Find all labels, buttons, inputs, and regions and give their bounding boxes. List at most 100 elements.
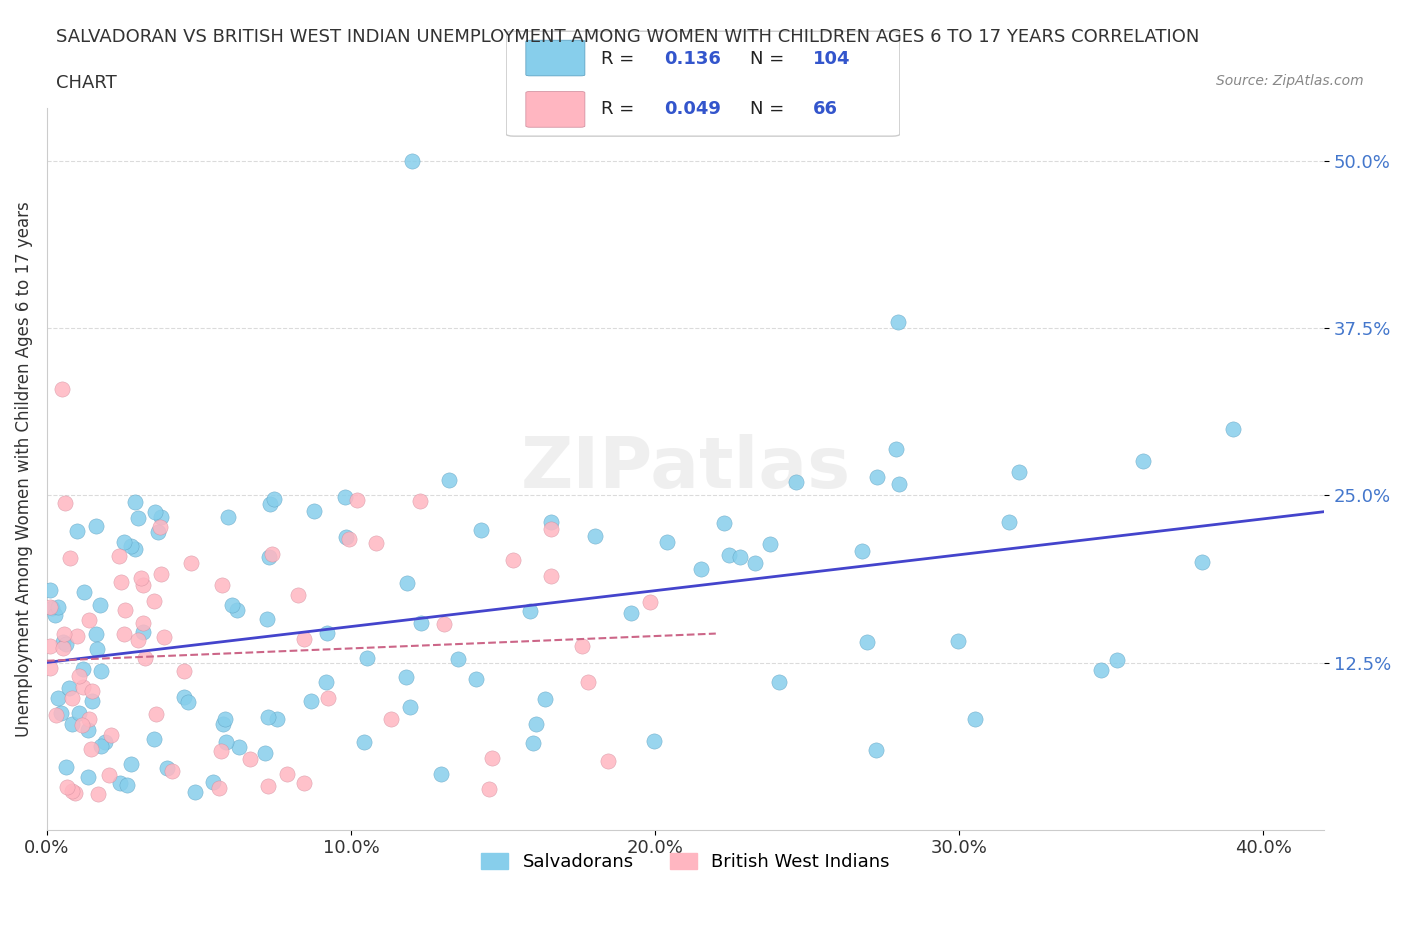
Salvadorans	[768, 675, 790, 690]
Point	[887, 314, 910, 329]
British West Indians	[576, 674, 599, 689]
Salvadorans	[46, 600, 69, 615]
Salvadorans	[86, 642, 108, 657]
Salvadorans	[851, 544, 873, 559]
British West Indians	[72, 679, 94, 694]
Salvadorans	[266, 711, 288, 726]
British West Indians	[276, 766, 298, 781]
British West Indians	[77, 711, 100, 726]
Salvadorans	[39, 583, 62, 598]
British West Indians	[292, 631, 315, 646]
Salvadorans	[540, 514, 562, 529]
British West Indians	[596, 753, 619, 768]
Point	[1222, 421, 1244, 436]
British West Indians	[502, 552, 524, 567]
British West Indians	[316, 690, 339, 705]
Text: R =: R =	[600, 100, 634, 118]
Salvadorans	[215, 735, 238, 750]
British West Indians	[638, 594, 661, 609]
Salvadorans	[465, 671, 488, 686]
British West Indians	[260, 546, 283, 561]
British West Indians	[39, 660, 62, 675]
British West Indians	[346, 493, 368, 508]
British West Indians	[66, 629, 89, 644]
British West Indians	[540, 568, 562, 583]
Point	[51, 381, 73, 396]
Salvadorans	[108, 776, 131, 790]
Salvadorans	[744, 556, 766, 571]
FancyBboxPatch shape	[526, 91, 585, 127]
Salvadorans	[120, 756, 142, 771]
Salvadorans	[60, 716, 83, 731]
Salvadorans	[430, 766, 453, 781]
British West Indians	[211, 578, 233, 592]
British West Indians	[60, 691, 83, 706]
Salvadorans	[226, 603, 249, 618]
British West Indians	[67, 669, 90, 684]
British West Indians	[173, 663, 195, 678]
Salvadorans	[41, 601, 63, 616]
Salvadorans	[655, 535, 678, 550]
British West Indians	[571, 638, 593, 653]
Salvadorans	[470, 523, 492, 538]
British West Indians	[209, 744, 232, 759]
Salvadorans	[759, 536, 782, 551]
British West Indians	[337, 532, 360, 547]
British West Indians	[366, 536, 388, 551]
Salvadorans	[221, 598, 243, 613]
British West Indians	[239, 752, 262, 767]
British West Indians	[52, 641, 75, 656]
British West Indians	[82, 684, 104, 698]
Salvadorans	[51, 706, 73, 721]
Salvadorans	[73, 585, 96, 600]
British West Indians	[127, 633, 149, 648]
Salvadorans	[143, 732, 166, 747]
Salvadorans	[315, 674, 337, 689]
Salvadorans	[519, 604, 541, 618]
FancyBboxPatch shape	[506, 32, 900, 136]
Salvadorans	[124, 542, 146, 557]
British West Indians	[149, 520, 172, 535]
British West Indians	[53, 495, 76, 510]
Salvadorans	[256, 612, 278, 627]
Point	[401, 154, 423, 169]
Text: Source: ZipAtlas.com: Source: ZipAtlas.com	[1216, 74, 1364, 88]
Text: CHART: CHART	[56, 74, 117, 92]
Salvadorans	[263, 492, 285, 507]
British West Indians	[55, 779, 77, 794]
Salvadorans	[90, 664, 112, 679]
Salvadorans	[52, 635, 75, 650]
Legend: Salvadorans, British West Indians: Salvadorans, British West Indians	[474, 845, 897, 878]
Salvadorans	[395, 576, 418, 591]
Salvadorans	[713, 515, 735, 530]
Text: N =: N =	[751, 100, 785, 118]
Salvadorans	[84, 518, 107, 533]
Salvadorans	[55, 760, 77, 775]
British West Indians	[87, 787, 110, 802]
Salvadorans	[785, 475, 807, 490]
British West Indians	[153, 630, 176, 644]
Text: SALVADORAN VS BRITISH WEST INDIAN UNEMPLOYMENT AMONG WOMEN WITH CHILDREN AGES 6 : SALVADORAN VS BRITISH WEST INDIAN UNEMPL…	[56, 28, 1199, 46]
British West Indians	[59, 551, 82, 565]
Text: 0.136: 0.136	[664, 50, 720, 68]
British West Indians	[80, 741, 103, 756]
British West Indians	[287, 587, 309, 602]
British West Indians	[208, 780, 231, 795]
British West Indians	[131, 570, 153, 585]
Salvadorans	[115, 778, 138, 793]
Salvadorans	[965, 711, 987, 726]
British West Indians	[39, 638, 62, 653]
British West Indians	[60, 783, 83, 798]
British West Indians	[131, 616, 153, 631]
British West Indians	[145, 707, 167, 722]
British West Indians	[257, 778, 280, 793]
Salvadorans	[865, 743, 887, 758]
Salvadorans	[155, 761, 177, 776]
Salvadorans	[1107, 652, 1129, 667]
Salvadorans	[89, 598, 111, 613]
British West Indians	[70, 718, 93, 733]
Text: 0.049: 0.049	[664, 100, 720, 118]
Salvadorans	[855, 634, 877, 649]
British West Indians	[77, 613, 100, 628]
Salvadorans	[112, 534, 135, 549]
